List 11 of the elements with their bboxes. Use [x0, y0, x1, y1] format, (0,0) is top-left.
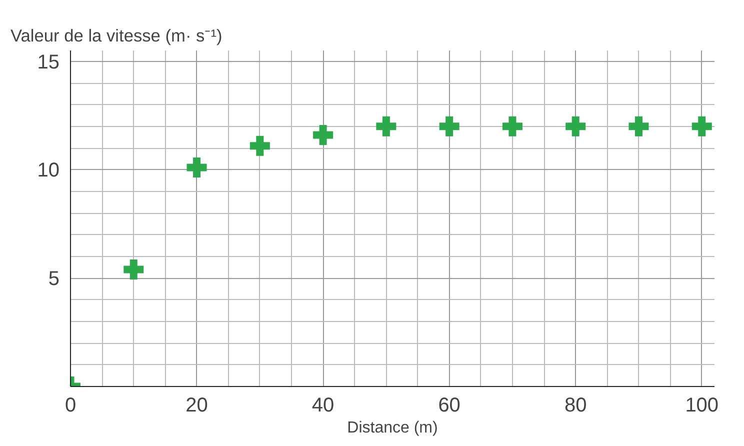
x-tick-label: 100 — [685, 394, 719, 416]
y-tick-label: 10 — [37, 160, 60, 182]
x-tick-label: 20 — [186, 394, 208, 416]
x-tick-label: 0 — [64, 394, 76, 416]
x-axis-title: Distance (m) — [347, 420, 438, 436]
x-tick-label: 80 — [564, 394, 587, 416]
y-tick-label: 15 — [37, 51, 60, 74]
y-axis-title: Valeur de la vitesse (m· s⁻¹) — [10, 26, 222, 46]
y-tick-label: 5 — [48, 268, 60, 290]
x-tick-label: 60 — [438, 394, 460, 416]
x-tick-label: 40 — [312, 394, 334, 416]
